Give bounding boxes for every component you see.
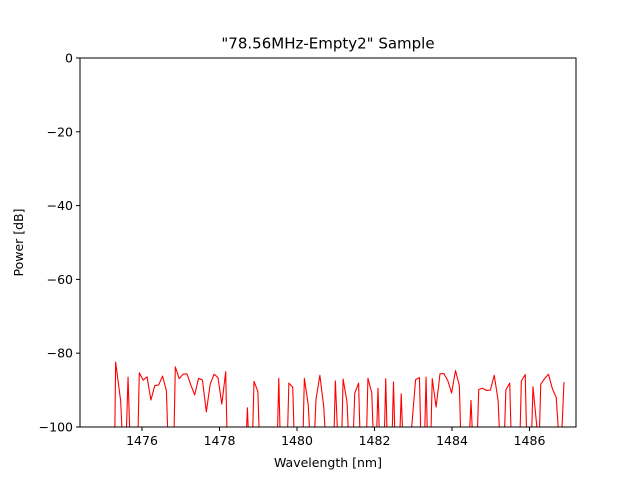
plot-area bbox=[79, 57, 577, 428]
x-tick-label: 1478 bbox=[204, 433, 236, 448]
y-tick-label: −100 bbox=[39, 420, 73, 435]
y-tick-label: −60 bbox=[47, 272, 73, 287]
y-tick-label: −80 bbox=[47, 346, 73, 361]
series-line bbox=[114, 361, 565, 427]
series-layer bbox=[114, 361, 565, 427]
x-tick-label: 1480 bbox=[281, 433, 313, 448]
x-tick-label: 1484 bbox=[436, 433, 468, 448]
x-tick-label: 1486 bbox=[514, 433, 546, 448]
y-tick-label: −20 bbox=[47, 124, 73, 139]
x-axis-ticks: 1476 1478 1480 1482 1484 1486 bbox=[126, 427, 545, 448]
y-tick-label: −40 bbox=[47, 198, 73, 213]
x-tick-label: 1482 bbox=[359, 433, 391, 448]
y-axis-label: Power [dB] bbox=[11, 208, 26, 276]
y-axis-ticks: 0 −20 −40 −60 −80 −100 bbox=[39, 51, 80, 435]
x-tick-label: 1476 bbox=[126, 433, 158, 448]
plot-frame bbox=[79, 57, 577, 428]
chart-title: "78.56MHz-Empty2" Sample bbox=[221, 35, 434, 53]
y-tick-label: 0 bbox=[65, 51, 73, 66]
x-axis-label: Wavelength [nm] bbox=[274, 455, 382, 470]
